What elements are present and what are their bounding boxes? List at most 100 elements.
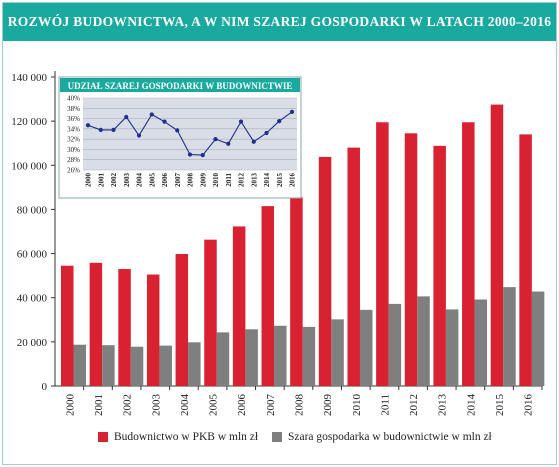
y-tick-label: 20 000 xyxy=(17,337,48,349)
inset-y-tick-label: 38% xyxy=(67,105,80,113)
y-tick-label: 40 000 xyxy=(17,293,48,305)
inset-point xyxy=(98,127,103,132)
bar-grey-economy xyxy=(503,287,516,386)
legend-label-grey-economy: Szara gospodarka w budownictwie w mln zł xyxy=(288,431,492,443)
chart-title: ROZWÓJ BUDOWNICTWA, A W NIM SZAREJ GOSPO… xyxy=(3,3,556,41)
inset-x-tick-label: 2001 xyxy=(97,173,105,188)
inset-x-tick-label: 2013 xyxy=(250,173,258,188)
bar-construction xyxy=(462,122,475,386)
bar-construction xyxy=(175,254,189,386)
inset-x-tick-label: 2003 xyxy=(123,173,131,188)
inset-plot-area xyxy=(83,98,297,170)
inset-point xyxy=(251,139,256,144)
x-tick-label: 2016 xyxy=(523,394,535,417)
bar-grey-economy xyxy=(274,325,287,386)
x-tick-label: 2001 xyxy=(93,394,105,416)
bar-grey-economy xyxy=(73,344,86,386)
x-tick-label: 2000 xyxy=(64,394,76,417)
bar-construction xyxy=(433,145,446,386)
legend-label-construction: Budownictwo w PKB w mln zł xyxy=(114,431,259,443)
inset-x-tick-label: 2002 xyxy=(110,173,118,188)
inset-x-tick-label: 2004 xyxy=(136,173,144,188)
y-tick-label: 100 000 xyxy=(11,160,47,172)
x-tick-label: 2006 xyxy=(236,394,248,417)
inset-point xyxy=(277,119,282,124)
legend-item-construction: Budownictwo w PKB w mln zł xyxy=(98,431,258,443)
inset-point xyxy=(162,119,167,124)
legend-item-grey-economy: Szara gospodarka w budownictwie w mln zł xyxy=(272,431,492,443)
inset-x-tick-label: 2006 xyxy=(161,173,169,188)
bar-grey-economy xyxy=(531,291,545,386)
inset-x-tick-label: 2014 xyxy=(263,173,271,188)
y-tick-label: 60 000 xyxy=(17,249,48,261)
bar-grey-economy xyxy=(159,345,172,386)
inset-y-tick-label: 28% xyxy=(67,156,80,164)
inset-point xyxy=(85,123,91,128)
x-tick-label: 2002 xyxy=(122,394,134,416)
inset-x-tick-label: 2012 xyxy=(238,173,246,188)
inset-title-bar xyxy=(60,78,300,92)
bar-construction xyxy=(376,122,389,386)
inset-point xyxy=(213,137,218,142)
inset-x-tick-label: 2007 xyxy=(174,173,182,188)
inset-x-tick-label: 2015 xyxy=(276,173,284,188)
bar-grey-economy xyxy=(188,342,201,386)
bar-construction xyxy=(404,133,418,386)
inset-point xyxy=(238,119,244,124)
x-tick-label: 2012 xyxy=(408,394,420,416)
bar-construction xyxy=(89,262,103,386)
legend-swatch-gray xyxy=(272,432,282,442)
x-tick-label: 2011 xyxy=(379,394,391,416)
x-tick-label: 2014 xyxy=(465,394,477,417)
bar-construction xyxy=(232,226,246,386)
x-tick-label: 2015 xyxy=(494,394,506,417)
x-tick-label: 2009 xyxy=(322,394,334,417)
bar-grey-economy xyxy=(130,346,144,386)
inset-point xyxy=(200,152,205,158)
y-tick-label: 120 000 xyxy=(11,116,47,128)
inset-title: UDZIAŁ SZAREJ GOSPODARKI W BUDOWNICTWIE xyxy=(68,81,293,91)
inset-x-tick-label: 2016 xyxy=(289,173,297,188)
x-tick-label: 2005 xyxy=(208,394,220,417)
bar-construction xyxy=(490,104,504,386)
y-tick-label: 140 000 xyxy=(11,72,47,84)
inset-point xyxy=(136,133,142,138)
inset-point xyxy=(124,114,129,120)
inset-y-tick-label: 34% xyxy=(67,125,80,133)
y-tick-label: 80 000 xyxy=(17,204,48,216)
inset-y-tick-label: 40% xyxy=(67,95,80,103)
y-tick-label: 0 xyxy=(42,381,48,393)
bar-grey-economy xyxy=(474,299,488,386)
x-tick-label: 2010 xyxy=(351,394,363,417)
bar-construction xyxy=(118,269,131,386)
x-tick-label: 2007 xyxy=(265,394,277,417)
inset-point xyxy=(175,128,180,133)
inset-point xyxy=(289,109,295,114)
x-tick-label: 2008 xyxy=(294,394,306,417)
x-tick-label: 2013 xyxy=(437,394,449,417)
inset-x-tick-label: 2011 xyxy=(225,173,233,187)
bar-grey-economy xyxy=(331,319,344,386)
x-tick-label: 2004 xyxy=(179,394,191,417)
bar-grey-economy xyxy=(359,309,373,386)
inset-y-tick-label: 32% xyxy=(67,136,80,144)
inset-y-tick-label: 30% xyxy=(67,146,80,154)
bar-grey-economy xyxy=(417,296,430,386)
inset-y-tick-label: 36% xyxy=(67,115,80,123)
bar-construction xyxy=(61,265,74,386)
inset-y-tick-label: 26% xyxy=(67,167,80,175)
inset-x-tick-label: 2000 xyxy=(85,173,93,188)
inset-x-tick-label: 2005 xyxy=(148,173,156,188)
inset-point xyxy=(187,152,193,157)
inset-x-tick-label: 2009 xyxy=(199,173,207,188)
bar-grey-economy xyxy=(445,309,459,386)
bar-grey-economy xyxy=(245,329,258,386)
legend: Budownictwo w PKB w mln zł Szara gospoda… xyxy=(0,428,559,448)
inset-x-tick-label: 2010 xyxy=(212,173,220,188)
inset-point xyxy=(226,141,231,146)
bar-construction xyxy=(146,274,160,386)
bar-construction xyxy=(204,239,217,386)
legend-swatch-red xyxy=(98,432,108,442)
inset-point xyxy=(149,112,154,117)
